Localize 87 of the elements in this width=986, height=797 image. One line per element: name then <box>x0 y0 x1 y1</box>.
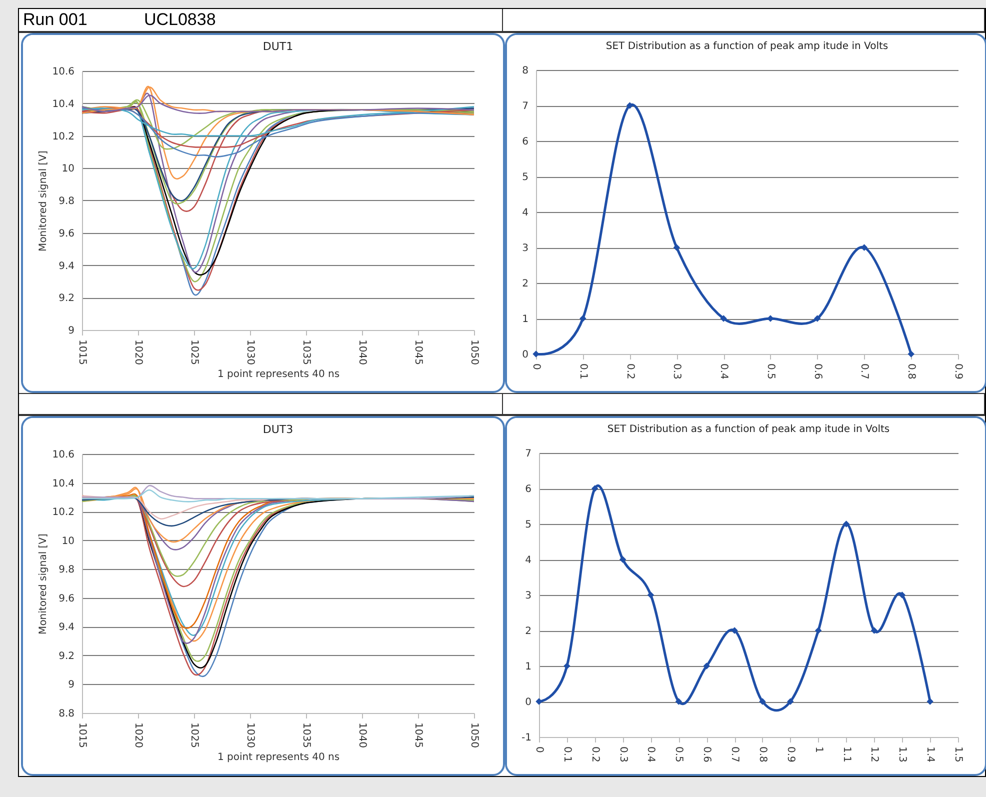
x-tick-label: 0.1 <box>561 746 572 762</box>
y-tick-label: 9.2 <box>58 650 74 662</box>
y-tick-label: 10 <box>62 164 74 175</box>
x-tick-label: 0.5 <box>673 746 684 762</box>
x-tick-label: 1 <box>812 746 824 753</box>
x-tick-label: 1030 <box>244 722 256 748</box>
x-tick-label: 1.3 <box>896 746 908 762</box>
y-tick-label: 6 <box>525 484 532 495</box>
chart-title: DUT3 <box>262 423 294 436</box>
chart-title: DUT1 <box>262 40 294 53</box>
x-tick-label: 1.5 <box>952 746 964 762</box>
x-tick-label: 1030 <box>244 340 256 365</box>
y-tick-label: 10.6 <box>52 66 74 78</box>
y-tick-label: 2 <box>525 626 532 637</box>
text: Run 001 UCL0838 <box>23 10 216 29</box>
x-tick-label: 0.7 <box>858 364 870 380</box>
x-tick-label: 1045 <box>412 340 424 365</box>
y-tick-label: 0 <box>525 697 532 708</box>
y-tick-label: 9 <box>68 680 74 691</box>
y-tick-label: 10.4 <box>52 98 74 110</box>
y-tick-label: 5 <box>522 172 528 183</box>
x-tick-label: 0.8 <box>906 364 917 380</box>
x-axis-title: 1 point represents 40 ns <box>217 368 340 380</box>
x-tick-label: 0.9 <box>952 364 964 380</box>
chart-title: SET Distribution as a function of peak amp itude in Volts <box>607 424 890 435</box>
x-tick-label: 1025 <box>188 722 200 748</box>
y-tick-label: 3 <box>522 243 528 254</box>
chart-title: SET Distribution as a function of peak amp itude in Volts <box>606 41 888 52</box>
x-axis-title: 1 point represents 40 ns <box>217 752 340 763</box>
y-tick-label: 9.8 <box>58 564 74 576</box>
x-tick-label: 1.1 <box>840 746 852 762</box>
x-tick-label: 1050 <box>468 722 480 748</box>
y-tick-label: 6 <box>522 136 528 148</box>
y-tick-label: 10.6 <box>52 450 74 460</box>
x-tick-label: 0.2 <box>589 746 600 762</box>
x-tick-label: 1035 <box>300 340 312 365</box>
x-tick-label: 0.5 <box>764 364 776 380</box>
y-tick-label: 1 <box>525 662 532 672</box>
x-tick-label: 0.9 <box>784 746 796 762</box>
x-tick-label: 0.2 <box>624 364 636 380</box>
y-tick-label: 10.2 <box>52 131 74 142</box>
y-tick-label: 9.6 <box>58 593 74 604</box>
x-tick-label: 1050 <box>468 340 480 365</box>
x-tick-label: 1035 <box>300 722 312 748</box>
y-tick-label: -1 <box>522 732 532 744</box>
x-tick-label: 0.4 <box>718 364 730 380</box>
y-tick-label: 8 <box>522 66 528 76</box>
x-tick-label: 1020 <box>132 722 144 748</box>
y-tick-label: 1 <box>522 314 528 325</box>
x-tick-label: 0 <box>530 364 542 370</box>
x-tick-label: 1040 <box>356 722 368 748</box>
x-tick-label: 1.2 <box>868 746 880 762</box>
y-tick-label: 8.8 <box>58 708 74 720</box>
x-tick-label: 1015 <box>76 722 88 748</box>
x-tick-label: 0.3 <box>671 364 682 380</box>
y-tick-label: 10 <box>62 536 74 547</box>
x-tick-label: 1015 <box>76 340 88 365</box>
x-tick-label: 0.6 <box>701 746 712 762</box>
y-tick-label: 9.8 <box>58 196 74 207</box>
x-tick-label: 0.6 <box>812 364 823 380</box>
y-tick-label: 9.4 <box>58 260 74 272</box>
x-tick-label: 0.1 <box>577 364 588 380</box>
y-tick-label: 2 <box>522 278 528 290</box>
y-tick-label: 7 <box>522 101 528 112</box>
y-tick-label: 7 <box>525 448 532 460</box>
x-tick-label: 1045 <box>412 722 424 748</box>
y-tick-label: 10.2 <box>52 507 74 518</box>
y-tick-label: 4 <box>525 555 532 566</box>
y-tick-label: 9.6 <box>58 228 74 240</box>
x-tick-label: 0.8 <box>756 746 768 762</box>
y-tick-label: 3 <box>525 590 532 602</box>
x-tick-label: 1025 <box>188 340 200 365</box>
y-axis-title: Monitored signal [V] <box>38 533 50 634</box>
x-tick-label: 0.3 <box>617 746 628 762</box>
x-tick-label: 0.7 <box>729 746 740 762</box>
y-tick-label: 9.4 <box>58 622 74 634</box>
x-tick-label: 1020 <box>132 340 144 365</box>
y-axis-title: Monitored signal [V] <box>38 150 50 252</box>
x-tick-label: 1040 <box>356 340 368 365</box>
x-tick-label: 0.4 <box>645 746 656 762</box>
y-tick-label: 4 <box>522 208 528 218</box>
y-tick-label: 9 <box>68 326 74 336</box>
x-tick-label: 0 <box>534 746 544 753</box>
y-tick-label: 9.2 <box>58 293 74 304</box>
x-tick-label: 1.4 <box>924 746 936 762</box>
y-tick-label: 10.4 <box>52 478 74 490</box>
y-tick-label: 5 <box>525 520 532 530</box>
